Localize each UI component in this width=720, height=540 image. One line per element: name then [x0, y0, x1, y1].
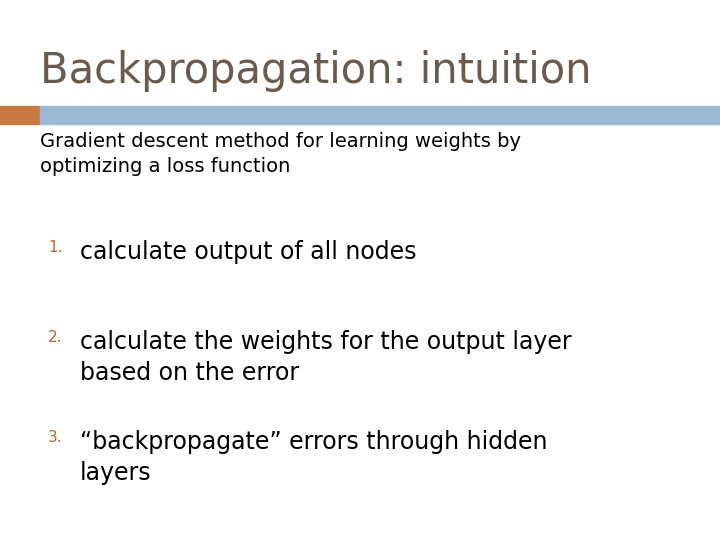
- Text: calculate output of all nodes: calculate output of all nodes: [80, 240, 416, 264]
- Bar: [0, 106, 40, 124]
- Text: calculate the weights for the output layer
based on the error: calculate the weights for the output lay…: [80, 330, 572, 384]
- Text: Gradient descent method for learning weights by
optimizing a loss function: Gradient descent method for learning wei…: [40, 132, 521, 176]
- Text: Backpropagation: intuition: Backpropagation: intuition: [40, 50, 592, 92]
- Text: 2.: 2.: [48, 330, 63, 345]
- Bar: [40, 106, 720, 124]
- Text: 3.: 3.: [48, 430, 63, 445]
- Text: 1.: 1.: [48, 240, 63, 255]
- Text: “backpropagate” errors through hidden
layers: “backpropagate” errors through hidden la…: [80, 430, 547, 485]
